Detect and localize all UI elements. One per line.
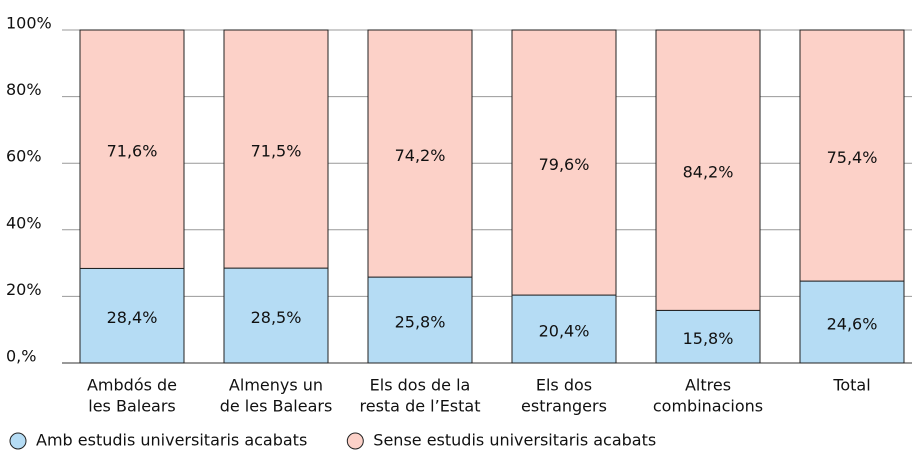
- x-tick-label: estrangers: [521, 397, 607, 416]
- y-tick-label: 80%: [6, 80, 42, 99]
- bar-segment: [367, 29, 473, 278]
- bar-segment: [79, 29, 185, 269]
- bar-segment: [799, 280, 905, 364]
- value-label: 79,6%: [539, 155, 590, 174]
- bar-segment: [511, 29, 617, 296]
- value-label: 75,4%: [827, 148, 878, 167]
- x-tick-label: Els dos: [536, 376, 592, 395]
- y-tick-label: 20%: [6, 280, 42, 299]
- value-label: 25,8%: [395, 313, 446, 332]
- legend-swatch: [9, 432, 27, 450]
- bar-segment: [799, 29, 905, 282]
- bar-segment: [223, 267, 329, 364]
- bar-segment: [367, 276, 473, 364]
- value-label: 28,5%: [251, 308, 302, 327]
- value-label: 15,8%: [683, 329, 734, 348]
- y-tick-label: 40%: [6, 213, 42, 232]
- bar-segment: [511, 294, 617, 364]
- x-tick-label: resta de l’Estat: [360, 397, 481, 416]
- y-tick-label: 100%: [6, 14, 52, 33]
- value-label: 24,6%: [827, 315, 878, 334]
- legend-label: Sense estudis universitaris acabats: [373, 431, 656, 450]
- y-tick-label: 0,%: [6, 347, 36, 366]
- value-label: 20,4%: [539, 322, 590, 341]
- value-label: 71,5%: [251, 142, 302, 161]
- bar-segment: [655, 29, 761, 311]
- x-tick-label: Altres: [685, 376, 731, 395]
- legend-label: Amb estudis universitaris acabats: [36, 431, 307, 450]
- x-tick-label: les Balears: [88, 397, 176, 416]
- bar-segment: [223, 29, 329, 269]
- y-tick-label: 60%: [6, 147, 42, 166]
- bar-segment: [79, 267, 185, 364]
- x-tick-label: Ambdós de: [87, 376, 177, 395]
- bar-segment: [655, 309, 761, 364]
- legend-swatch: [346, 432, 364, 450]
- value-label: 71,6%: [107, 142, 158, 161]
- x-tick-label: Total: [832, 376, 870, 395]
- x-tick-label: de les Balears: [220, 397, 333, 416]
- x-tick-label: Almenys un: [229, 376, 323, 395]
- value-label: 74,2%: [395, 146, 446, 165]
- value-label: 84,2%: [683, 163, 734, 182]
- x-tick-label: combinacions: [653, 397, 763, 416]
- value-label: 28,4%: [107, 308, 158, 327]
- x-tick-label: Els dos de la: [370, 376, 471, 395]
